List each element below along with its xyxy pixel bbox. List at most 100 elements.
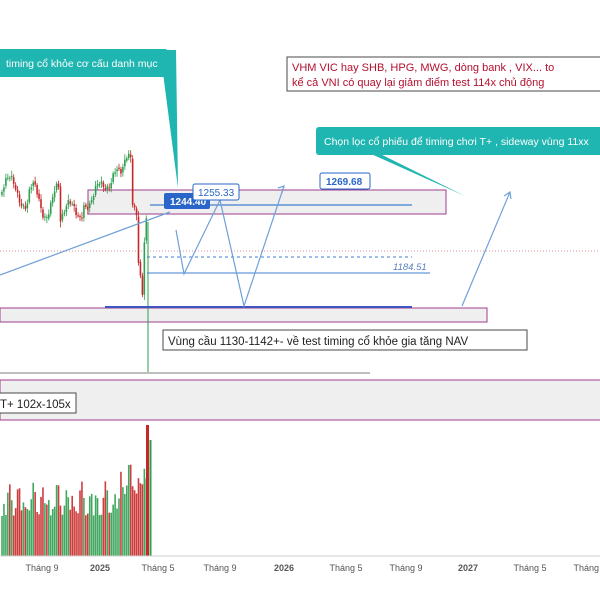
- candle-body: [96, 184, 99, 187]
- candle-body: [61, 213, 64, 220]
- volume-bar: [102, 497, 105, 556]
- candle-body: [131, 158, 134, 205]
- volume-bar: [87, 513, 89, 556]
- candle-body: [22, 205, 25, 207]
- volume-spike-2: [149, 440, 152, 556]
- candle-body: [141, 275, 144, 295]
- volume-bar: [7, 492, 9, 556]
- callout-pointer-top-left: [160, 50, 178, 188]
- candle-body: [7, 177, 9, 179]
- projection-arrow-2: [503, 190, 512, 200]
- zone-lower: [0, 307, 488, 323]
- volume-bar: [38, 514, 40, 556]
- candle-body: [77, 215, 79, 217]
- volume-bar: [133, 490, 136, 556]
- volume-bar: [94, 495, 97, 556]
- volume-bar: [71, 495, 73, 556]
- volume-bar: [28, 510, 31, 556]
- note-top-right-box: [286, 56, 600, 92]
- candle-body: [145, 218, 148, 241]
- candle-body: [75, 208, 77, 216]
- candle-body: [38, 193, 40, 199]
- volume-bar: [85, 515, 87, 556]
- candle-body: [57, 183, 60, 188]
- volume-bar: [63, 505, 66, 556]
- candle-body: [102, 182, 105, 187]
- volume-bar: [67, 497, 70, 556]
- candle-body: [12, 177, 15, 184]
- candle-body: [92, 196, 95, 201]
- volume-bar: [120, 471, 122, 556]
- volume-bar: [118, 498, 120, 556]
- candle-body: [127, 153, 130, 159]
- volume-bar: [57, 485, 60, 556]
- candle-body: [36, 185, 38, 195]
- candle-body: [135, 208, 138, 216]
- volume-bar: [46, 504, 48, 556]
- volume-bar: [96, 498, 99, 556]
- volume-bar: [42, 487, 44, 556]
- price-label-1244: 1244.40: [170, 197, 207, 208]
- candle-body: [106, 186, 109, 190]
- candle-body: [59, 186, 62, 222]
- candle-body: [49, 202, 52, 214]
- volume-bar: [116, 508, 118, 556]
- price-label-1269-box: [319, 172, 371, 190]
- volume-bar: [139, 483, 142, 556]
- candle-body: [129, 154, 132, 158]
- volume-bar: [53, 506, 56, 556]
- candle-body: [5, 178, 7, 186]
- volume-bar: [16, 489, 19, 556]
- candle-body: [14, 184, 17, 190]
- x-tick-label: 2025: [90, 563, 110, 573]
- callout-top-left-box: [0, 49, 168, 77]
- volume-bar: [10, 500, 13, 556]
- candle-body: [98, 184, 101, 186]
- candle-body: [24, 206, 27, 209]
- volume-bar: [127, 464, 130, 556]
- callout-right-box: [316, 127, 600, 155]
- volume-bar: [65, 490, 68, 556]
- price-label-1269: 1269.68: [326, 177, 363, 188]
- volume-bar: [106, 490, 109, 556]
- volume-bar: [90, 493, 93, 556]
- candle-body: [85, 204, 87, 207]
- candle-body: [120, 169, 122, 174]
- note-top-right-line2: kể cả VNI có quay lại giảm điểm test 114…: [292, 77, 544, 89]
- volume-bar: [5, 514, 7, 556]
- volume-bar: [131, 486, 134, 556]
- volume-bar: [1, 516, 3, 556]
- candle-body: [20, 203, 23, 206]
- candle-body: [114, 172, 116, 174]
- volume-bar: [110, 512, 112, 556]
- volume-bar: [61, 514, 64, 556]
- volume-bar: [26, 508, 29, 556]
- candle-body: [79, 216, 81, 218]
- x-tick-label: Tháng 9: [203, 563, 236, 573]
- note-bottom-zone-text: T+ 102x-105x: [0, 399, 71, 411]
- candle-body: [143, 242, 146, 295]
- volume-bar: [108, 512, 111, 556]
- volume-bar: [49, 515, 52, 556]
- volume-bar: [124, 493, 126, 556]
- volume-bar: [88, 496, 91, 556]
- candle-body: [122, 167, 124, 173]
- volume-bar: [51, 508, 54, 556]
- volume-bar: [79, 490, 81, 556]
- volume-spike: [146, 425, 149, 556]
- candle-body: [48, 214, 50, 219]
- candle-body: [3, 187, 5, 192]
- volume-bar: [69, 509, 72, 556]
- candle-body: [73, 203, 75, 207]
- candle-body: [118, 167, 120, 169]
- candle-body: [34, 181, 36, 185]
- price-label-1255-box: [192, 183, 240, 201]
- volume-bar: [81, 481, 83, 556]
- candle-body: [32, 182, 34, 187]
- volume-bar: [143, 468, 146, 556]
- candle-body: [42, 209, 44, 218]
- candle-body: [28, 189, 31, 203]
- candle-body: [63, 212, 66, 215]
